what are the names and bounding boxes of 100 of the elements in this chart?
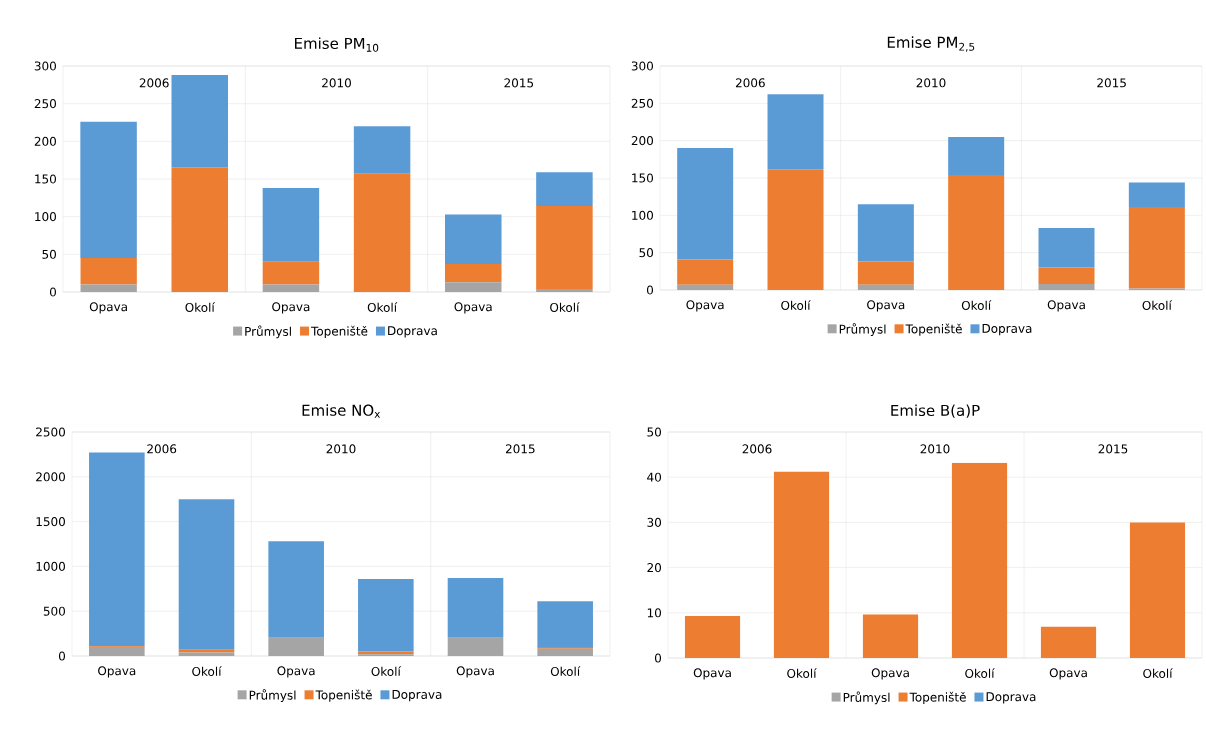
legend-label: Průmysl [249,689,296,702]
x-tick-label: Okolí [787,668,817,678]
y-tick-label: 50 [639,248,654,258]
y-tick-label: 10 [647,608,662,618]
y-tick-label: 0 [654,653,662,663]
bar [773,471,830,658]
x-tick-label: Opava [272,302,310,314]
x-tick-label: Okolí [371,666,402,676]
annotation: 2006 [742,444,772,454]
bar [268,541,324,638]
x-tick-label: Opava [1047,300,1085,312]
bar [353,126,411,174]
bar [677,284,734,290]
y-tick-label: 2500 [36,427,65,437]
y-tick-label: 200 [631,136,654,146]
y-tick-label: 2000 [36,472,65,482]
x-tick-label: Opava [89,302,127,314]
bar [1128,182,1185,208]
legend-label: Doprava [986,692,1036,704]
bar [353,173,411,292]
bar [857,261,914,285]
bar [447,578,504,638]
y-tick-label: 0 [58,651,65,661]
legend-label: Průmysl [245,325,291,339]
annotation: 2015 [504,78,534,88]
y-tick-label: 500 [43,606,65,616]
x-tick-label: Opava [454,302,492,314]
x-tick-label: Opava [693,668,731,680]
annotation: 2006 [735,78,765,88]
bar [1038,228,1095,268]
x-tick-label: Okolí [550,666,581,676]
y-tick-label: 150 [632,173,654,183]
bar [684,615,741,658]
chart-title: Emise PM$_{2,5}$ [887,36,975,52]
y-tick-label: 300 [34,61,56,71]
annotation: 2010 [916,78,946,88]
legend-label: Topeniště [311,325,368,338]
annotation: 2006 [139,78,169,88]
x-tick-label: Opava [686,300,724,312]
x-tick-label: Opava [277,666,315,678]
bar [1038,267,1095,285]
bar [178,499,235,650]
bar [537,648,593,656]
bar [677,259,734,285]
bar [89,647,145,656]
legend-label: Doprava [392,690,442,702]
bar [262,188,320,262]
x-tick-label: Okolí [965,668,995,678]
annotation: 2010 [920,444,950,454]
legend-label: Topeniště [315,689,372,702]
y-tick-label: 300 [631,61,654,71]
annotation: 2015 [1097,78,1126,88]
x-tick-label: Opava [871,668,909,680]
y-tick-label: 150 [35,174,56,184]
bar [948,136,1005,176]
bar [80,121,137,259]
x-tick-label: Okolí [550,302,580,312]
y-tick-label: 100 [35,212,56,222]
bar [89,452,145,647]
x-tick-label: Okolí [961,300,992,310]
legend-label: Doprava [982,324,1032,336]
y-tick-label: 30 [647,517,662,527]
x-tick-label: Opava [98,666,136,678]
y-tick-label: 0 [49,287,56,297]
annotation: 2010 [326,444,356,454]
bar [268,638,324,656]
x-tick-label: Okolí [185,302,216,312]
legend-label: Průmysl [843,691,890,705]
y-tick-label: 0 [646,285,654,295]
bar [445,264,502,283]
x-tick-label: Opava [456,666,494,678]
y-tick-label: 20 [647,563,662,573]
x-tick-label: Okolí [1143,668,1173,678]
chart-title: Emise NO$_{x}$ [302,404,381,418]
legend-label: Doprava [388,326,437,338]
bar [171,75,228,168]
bar [767,169,824,290]
y-tick-label: 1000 [36,561,65,571]
legend-label: Topeniště [909,691,966,704]
bar [536,288,593,292]
bar [1040,626,1097,658]
bar [445,214,502,265]
bar [262,261,320,285]
bar [1038,284,1095,290]
chart-title: Emise PM$_{10}$ [295,37,379,52]
y-tick-label: 250 [34,99,56,109]
bar [1129,522,1186,658]
x-tick-label: Opava [1049,668,1087,680]
chart-title: Emise B(a)P [891,404,980,418]
bar [445,282,502,292]
annotation: 2010 [322,78,351,88]
y-tick-label: 1500 [36,517,65,527]
bar [951,462,1008,658]
bar [857,284,914,290]
annotation: 2015 [1098,444,1128,454]
bar [1128,207,1185,289]
x-tick-label: Okolí [192,666,222,676]
bar [358,578,414,652]
x-tick-label: Opava [867,300,905,312]
y-tick-label: 100 [632,210,654,220]
